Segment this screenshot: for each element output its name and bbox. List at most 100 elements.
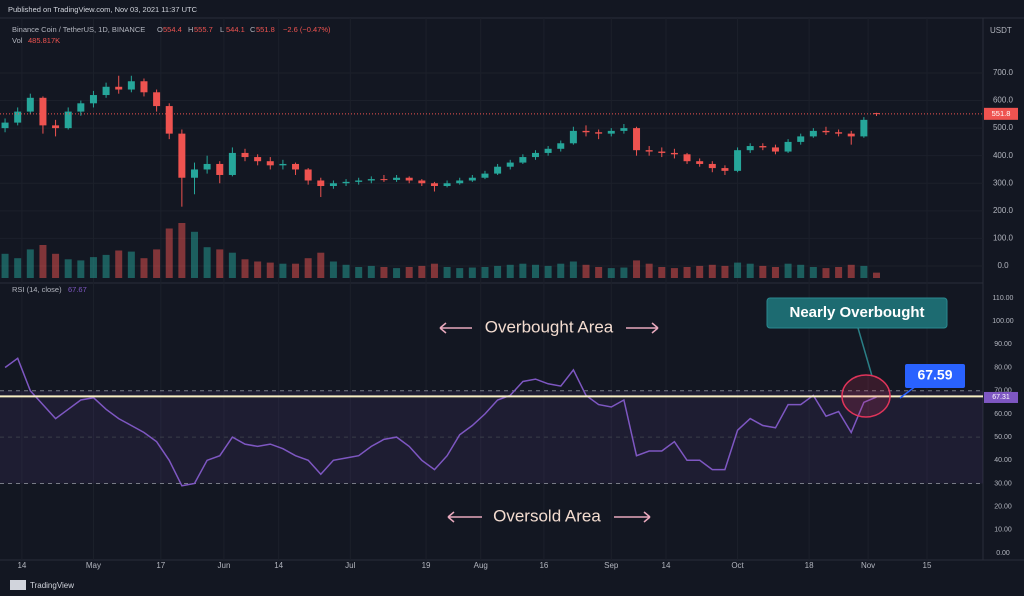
volume-bar xyxy=(557,263,565,278)
volume-bar xyxy=(77,260,85,278)
candle-body xyxy=(708,163,716,169)
volume-bar xyxy=(506,264,514,278)
volume-bar xyxy=(254,261,262,278)
volume-bar xyxy=(304,258,312,278)
legend-value: 551.8 xyxy=(256,25,275,34)
rsi-legend: RSI (14, close) xyxy=(12,285,62,294)
candle-body xyxy=(721,168,729,171)
volume-bar xyxy=(329,261,337,278)
volume-bar xyxy=(519,263,527,278)
legend-change: −2.6 (−0.47%) xyxy=(283,25,331,34)
volume-bar xyxy=(847,264,855,278)
rsi-tick-label: 90.00 xyxy=(994,341,1012,348)
volume-bar xyxy=(696,265,704,278)
x-tick-label: 18 xyxy=(805,561,814,570)
y-tick-label: 400.0 xyxy=(993,151,1014,160)
last-price-label: 551.8 xyxy=(992,109,1011,118)
legend-key: L xyxy=(220,25,224,34)
volume-bar xyxy=(708,264,716,278)
candle-body xyxy=(494,166,502,174)
rsi-tick-label: 110.00 xyxy=(993,295,1014,302)
x-tick-label: 15 xyxy=(923,561,932,570)
candle-body xyxy=(481,173,489,178)
candle-body xyxy=(279,163,287,166)
volume-bar xyxy=(228,252,236,278)
volume-bar xyxy=(367,265,375,278)
volume-bar xyxy=(456,268,464,278)
legend-key: O xyxy=(157,25,163,34)
volume-bar xyxy=(393,268,401,278)
rsi-line xyxy=(4,357,877,487)
candle-body xyxy=(102,86,110,96)
candle-body xyxy=(304,169,312,181)
candle-body xyxy=(140,81,148,93)
candle-body xyxy=(734,150,742,171)
legend-value: 554.4 xyxy=(163,25,182,34)
volume-bar xyxy=(127,251,135,278)
volume-bar xyxy=(165,228,173,278)
rsi-tick-label: 60.00 xyxy=(994,411,1012,418)
rsi-tick-label: 20.00 xyxy=(994,504,1012,511)
volume-bar xyxy=(797,264,805,278)
volume-bar xyxy=(64,259,72,278)
candle-body xyxy=(178,133,186,178)
volume-bar xyxy=(633,260,641,278)
candle-body xyxy=(77,103,85,112)
candle-body xyxy=(860,119,868,137)
candle-body xyxy=(746,146,754,151)
rsi-value-label: 67.31 xyxy=(992,394,1010,401)
candle-body xyxy=(39,97,47,126)
y-tick-label: 100.0 xyxy=(993,233,1014,242)
candle-body xyxy=(26,97,34,112)
volume-bar xyxy=(784,263,792,278)
candle-body xyxy=(165,106,173,134)
x-tick-label: Sep xyxy=(604,561,619,570)
candle-body xyxy=(430,183,438,187)
volume-bar xyxy=(620,267,628,278)
candle-body xyxy=(683,154,691,162)
last-price-box xyxy=(984,107,1018,120)
x-tick-label: Aug xyxy=(474,561,488,570)
volume-bar xyxy=(115,250,123,278)
rsi-tick-label: 0.00 xyxy=(996,550,1010,557)
candle-body xyxy=(228,152,236,175)
candle-body xyxy=(531,152,539,158)
oversold-label: Oversold Area xyxy=(493,506,601,525)
y-tick-label: 200.0 xyxy=(993,206,1014,215)
volume-bar xyxy=(734,262,742,278)
x-tick-label: Jul xyxy=(345,561,355,570)
candle-body xyxy=(342,181,350,184)
y-tick-label: 0.0 xyxy=(997,261,1009,270)
candle-body xyxy=(607,130,615,134)
candle-body xyxy=(393,177,401,180)
candle-body xyxy=(645,150,653,152)
volume-bar xyxy=(595,267,603,278)
symbol-title: Binance Coin / TetherUS, 1D, BINANCE xyxy=(12,25,145,34)
rsi-value-box xyxy=(984,391,1018,403)
rsi-tick-label: 40.00 xyxy=(994,457,1012,464)
candle-body xyxy=(506,162,514,167)
callout-pointer xyxy=(857,327,873,377)
candle-body xyxy=(266,161,274,166)
volume-bar xyxy=(430,263,438,278)
x-tick-label: Oct xyxy=(731,561,744,570)
volume-bar xyxy=(860,265,868,278)
x-tick-label: 14 xyxy=(17,561,26,570)
y-tick-label: 600.0 xyxy=(993,96,1014,105)
volume-bar xyxy=(443,267,451,278)
published: Published on TradingView.com, Nov 03, 20… xyxy=(8,5,198,14)
candle-body xyxy=(569,130,577,144)
candle-body xyxy=(468,177,476,181)
candle-body xyxy=(64,111,72,129)
x-tick-label: Nov xyxy=(861,561,875,570)
callout-box xyxy=(766,297,948,329)
volume-bar xyxy=(645,263,653,278)
candle-body xyxy=(809,130,817,137)
currency: USDT xyxy=(990,26,1012,35)
volume-bar xyxy=(746,263,754,278)
volume-bar xyxy=(822,268,830,278)
volume-bar xyxy=(683,267,691,278)
volume-bar xyxy=(317,252,325,278)
volume-bar xyxy=(582,264,590,278)
